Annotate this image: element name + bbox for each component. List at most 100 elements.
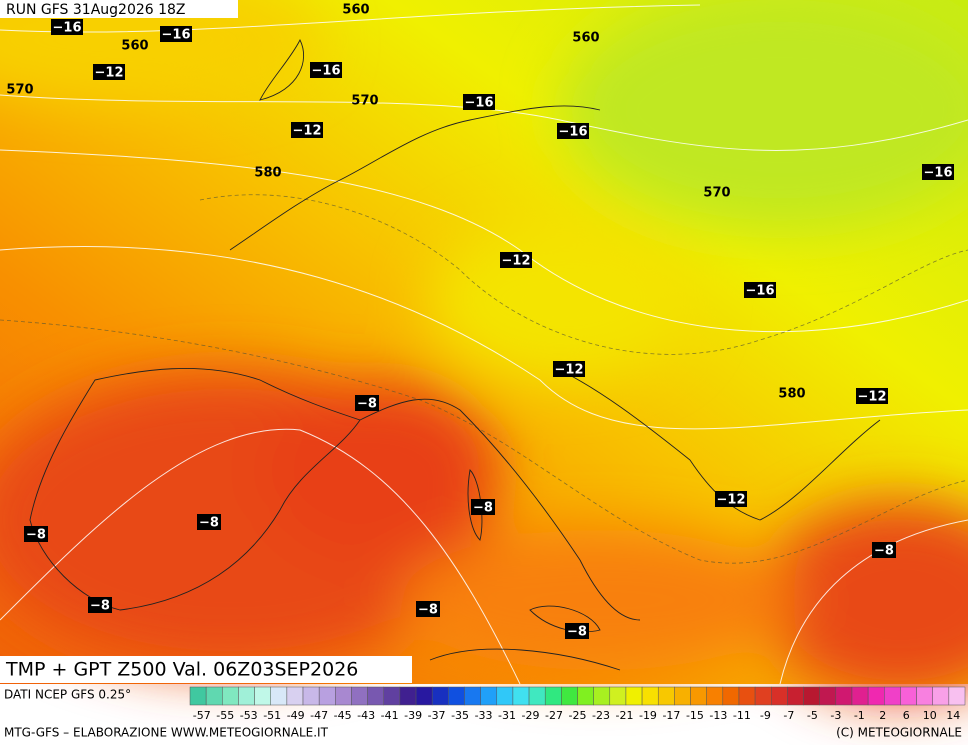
legend-swatch (286, 686, 304, 706)
temperature-label: −12 (502, 254, 531, 269)
legend-swatch (205, 686, 223, 706)
legend-swatch (383, 686, 401, 706)
legend-tick-label: -43 (357, 709, 375, 722)
temperature-label-box (500, 252, 532, 268)
height-label: 560 (342, 3, 369, 18)
temperature-label: −12 (555, 363, 584, 378)
legend-swatch (528, 686, 546, 706)
legend-swatch (867, 686, 885, 706)
temperature-label: −8 (199, 516, 219, 531)
legend-tick-label: 10 (923, 709, 937, 722)
copyright-label: (C) METEOGIORNALE (836, 726, 962, 740)
temperature-label-box (471, 499, 495, 515)
legend-swatch (415, 686, 433, 706)
coastlines (29, 38, 881, 671)
legend-swatch (787, 686, 804, 706)
legend-tick-label: -45 (334, 709, 352, 722)
legend-swatch (561, 686, 578, 706)
legend-swatch (431, 686, 449, 706)
temperature-label: −8 (26, 528, 46, 543)
legend-swatch (722, 686, 740, 706)
temperature-label-box (416, 601, 440, 617)
temperature-label-box (291, 122, 323, 138)
credit-label: MTG-GFS – ELABORAZIONE WWW.METEOGIORNALE… (4, 726, 329, 740)
legend-swatch (351, 686, 368, 706)
temperature-label: −12 (95, 66, 124, 81)
legend-swatch (771, 686, 788, 706)
temperature-label: −12 (858, 390, 887, 405)
legend-tick-label: -19 (639, 709, 657, 722)
legend-tick-label: -25 (569, 709, 587, 722)
legend-swatch (851, 686, 869, 706)
temperature-label: −12 (717, 493, 746, 508)
temperature-label-box (463, 94, 495, 110)
legend-swatch (803, 686, 820, 706)
legend-tick-label: -49 (287, 709, 305, 722)
temperature-label-box (922, 164, 954, 180)
title-box (0, 656, 412, 683)
legend-swatch (754, 686, 772, 706)
temperature-label-box (856, 388, 888, 404)
temperature-label: −8 (473, 501, 493, 516)
legend-swatch (512, 686, 530, 706)
temperature-label-box (93, 64, 125, 80)
legend-swatch (948, 686, 966, 706)
legend-swatch (302, 686, 320, 706)
legend-tick-label: -17 (662, 709, 680, 722)
legend-tick-label: -47 (310, 709, 328, 722)
legend-tick-label: -5 (807, 709, 818, 722)
temperature-label: −12 (293, 124, 322, 139)
height-label: 570 (703, 186, 730, 201)
temperature-field (0, 0, 968, 700)
temperature-label: −16 (746, 284, 775, 299)
run-label: RUN GFS 31Aug2026 18Z (6, 2, 186, 18)
legend-swatch (690, 686, 707, 706)
contour-labels: −16 −16 −12 −16 −16 −12 −16 −16 −12 −16 −12 −8 −12 −1… (6, 3, 954, 640)
legend-tick-label: -21 (615, 709, 633, 722)
height-label: 580 (778, 387, 805, 402)
temperature-label-box (197, 514, 221, 530)
legend-swatch (609, 686, 627, 706)
legend-swatch (318, 686, 336, 706)
height-label: 570 (351, 94, 378, 109)
legend-swatch (577, 686, 594, 706)
height-label: 560 (121, 39, 148, 54)
legend-tick-label: -41 (381, 709, 399, 722)
legend-tick-label: -27 (545, 709, 563, 722)
legend-tick-label: -11 (733, 709, 751, 722)
legend-tick-label: 14 (946, 709, 960, 722)
legend-tick-label: -53 (240, 709, 258, 722)
legend-swatch (544, 686, 562, 706)
legend-swatch (835, 686, 853, 706)
temperature-label: −16 (465, 96, 494, 111)
temperature-label-box (872, 542, 896, 558)
height-isolines (0, 4, 968, 685)
temperature-label-box (310, 62, 342, 78)
legend-swatch (625, 686, 643, 706)
legend-tick-label: -29 (522, 709, 540, 722)
legend-tick-label: -9 (760, 709, 771, 722)
temperature-label-box (51, 19, 83, 35)
map (0, 0, 968, 700)
legend-tick-label: -15 (686, 709, 704, 722)
legend-swatch (641, 686, 659, 706)
legend-tick-label: -37 (428, 709, 446, 722)
legend-tick-label: 6 (903, 709, 910, 722)
run-box (0, 0, 238, 18)
temperature-label-box (24, 526, 48, 542)
legend-swatch (222, 686, 239, 706)
map-title: TMP + GPT Z500 Val. 06Z03SEP2026 (5, 659, 358, 681)
temperature-label-box (565, 623, 589, 639)
legend-tick-label: -51 (263, 709, 281, 722)
legend-swatch (464, 686, 481, 706)
temperature-label: −16 (924, 166, 953, 181)
height-label: 580 (254, 166, 281, 181)
temperature-label: −16 (312, 64, 341, 79)
legend-swatch (900, 686, 917, 706)
legend-tick-label: -7 (783, 709, 794, 722)
legend-tick-label: -31 (498, 709, 516, 722)
temperature-label: −16 (162, 28, 191, 43)
legend-swatch (884, 686, 901, 706)
legend-swatch (189, 686, 207, 706)
